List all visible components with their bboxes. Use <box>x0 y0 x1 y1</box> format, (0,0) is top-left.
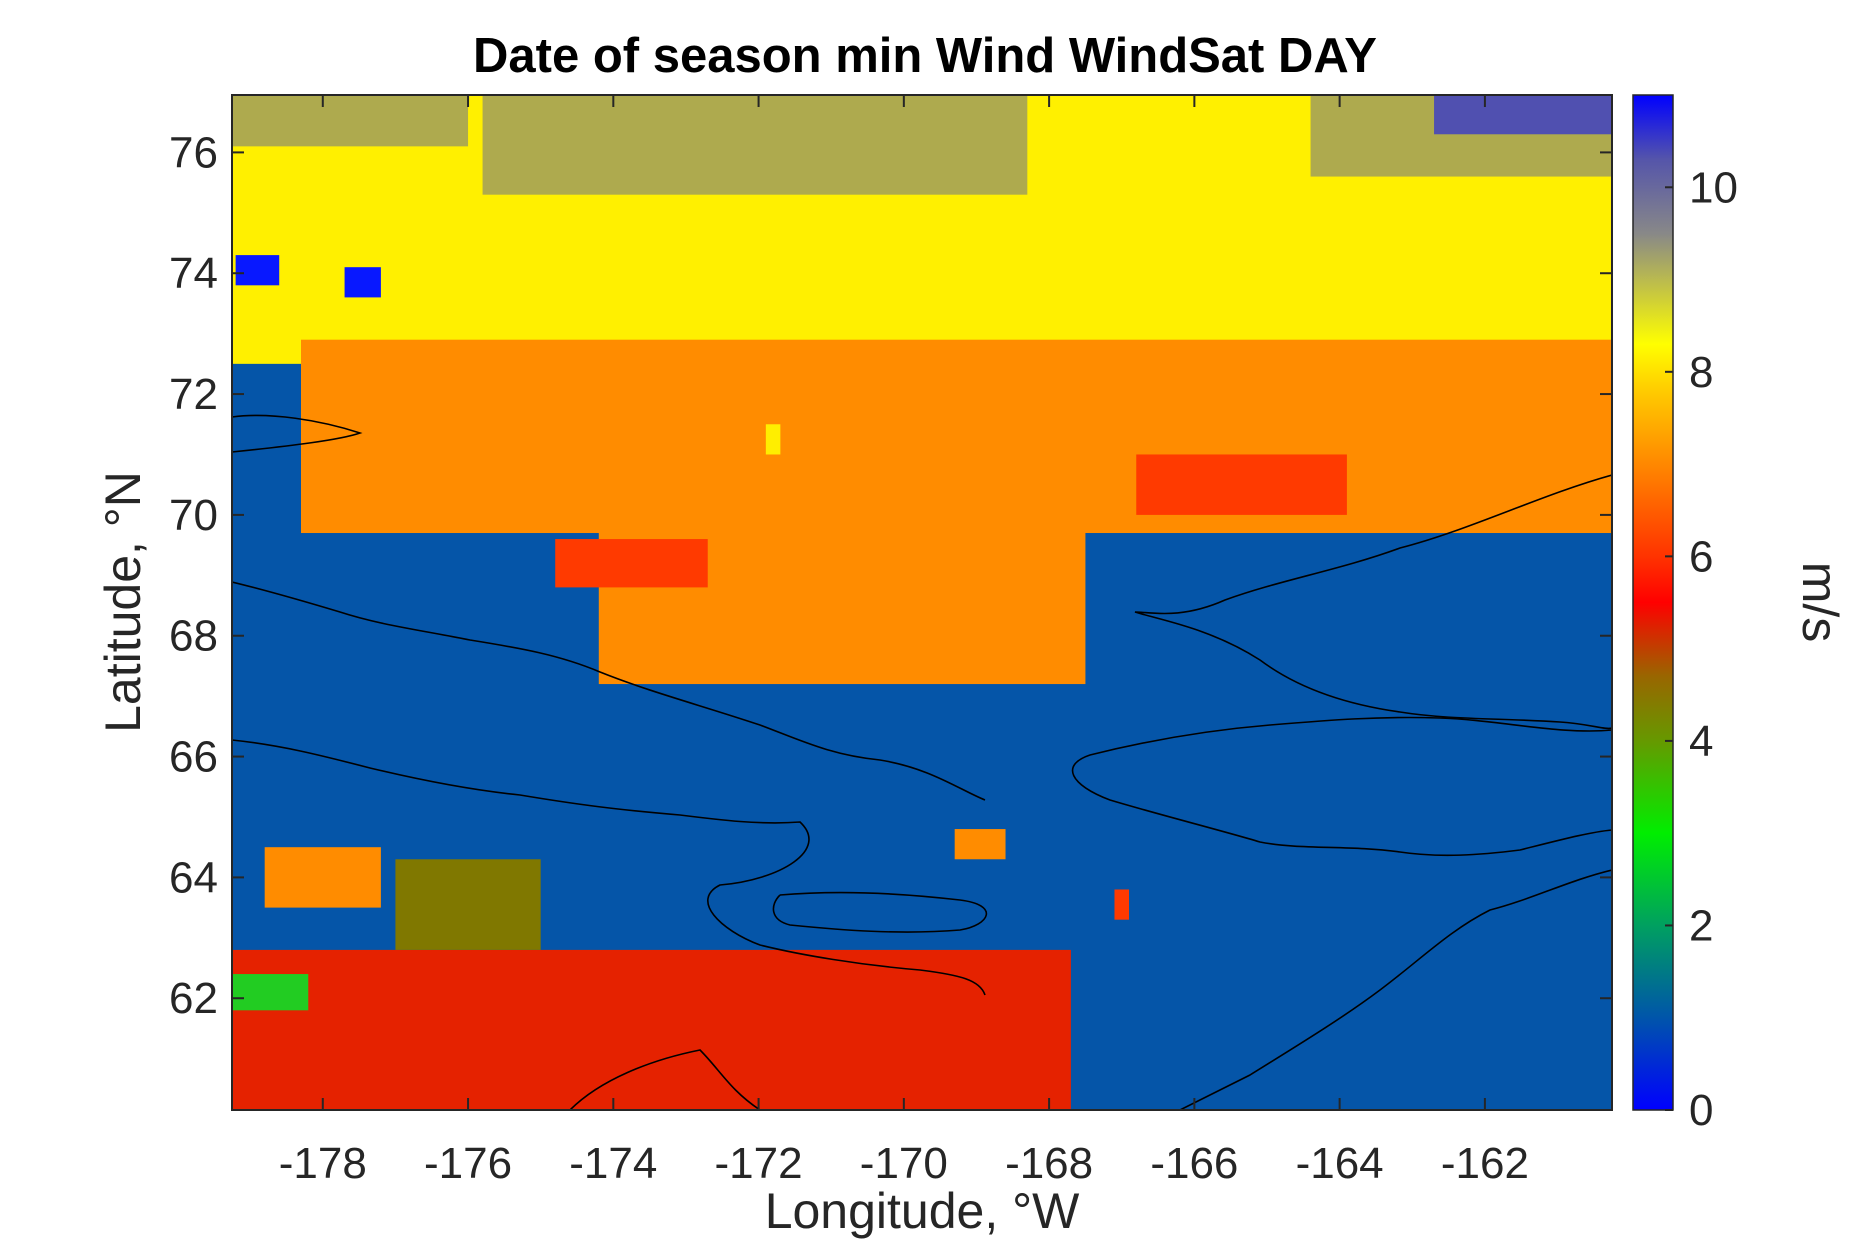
coastline-wrangel-island <box>232 414 363 453</box>
coastline-south-peninsula <box>569 1049 761 1110</box>
heatmap-region-red-patch-west <box>555 539 708 588</box>
y-tick-label: 70 <box>169 491 218 540</box>
coastline-overlay <box>232 414 1612 1110</box>
x-tick-label: -178 <box>279 1139 367 1188</box>
y-tick-label: 66 <box>169 733 218 782</box>
colorbar-tick-label: 4 <box>1689 717 1713 766</box>
coastline-chukotka-south <box>232 739 986 996</box>
plot-frame <box>231 94 1613 1111</box>
y-tick-label: 72 <box>169 370 218 419</box>
colorbar-scale <box>1633 95 1673 1110</box>
heatmap-region-pixel-orange <box>954 829 1006 860</box>
x-axis-ticks: -178 -176 -174 -172 -170 -168 -166 -164 -162 <box>279 95 1529 1188</box>
y-tick-label: 62 <box>169 974 218 1023</box>
x-tick-label: -176 <box>424 1139 512 1188</box>
y-tick-label: 76 <box>169 128 218 177</box>
x-tick-label: -172 <box>715 1139 803 1188</box>
heatmap-region-south-orange <box>264 847 381 908</box>
x-tick-label: -168 <box>1005 1139 1093 1188</box>
heatmap-region-slate-ne <box>1434 95 1612 135</box>
y-axis-label: Latitude, °N <box>95 471 151 733</box>
heatmap-region-red-patch-east <box>1136 454 1347 515</box>
heatmap-region-south-olive <box>395 859 541 950</box>
x-tick-label: -162 <box>1441 1139 1529 1188</box>
x-tick-label: -170 <box>860 1139 948 1188</box>
heatmap-region-south-green <box>232 974 309 1011</box>
heatmap-region-olive-nw <box>232 95 469 147</box>
heatmap-region-south-red <box>232 949 1071 1110</box>
heatmap-region-olive-mid <box>482 95 1028 195</box>
colorbar: 0 2 4 6 8 10 m/s <box>1632 94 1848 1135</box>
y-axis-ticks: 62 64 66 68 70 72 74 76 <box>169 128 1612 1023</box>
y-tick-label: 74 <box>169 249 218 298</box>
colorbar-ticks: 0 2 4 6 8 10 <box>1665 163 1738 1135</box>
heatmap-region-pixel-red <box>1114 889 1129 920</box>
colorbar-tick-label: 8 <box>1689 348 1713 397</box>
colorbar-tick-label: 10 <box>1689 163 1738 212</box>
map-plot-area <box>232 95 1612 1110</box>
y-tick-label: 64 <box>169 853 218 902</box>
colorbar-frame <box>1632 94 1674 1111</box>
x-tick-label: -164 <box>1296 1139 1384 1188</box>
coastline-seward-peninsula <box>1071 716 1612 857</box>
chart-title: Date of season min Wind WindSat DAY <box>473 29 1377 83</box>
heatmap-region-pixel-yellow <box>765 424 781 455</box>
coastline-chukotka-north <box>232 581 986 801</box>
coastline-st-lawrence-island <box>772 891 988 933</box>
coastline-alaska-north <box>1134 474 1612 730</box>
colorbar-tick-label: 0 <box>1689 1086 1713 1135</box>
x-tick-label: -166 <box>1150 1139 1238 1188</box>
heatmap-cells <box>232 95 1612 1110</box>
colorbar-label: m/s <box>1792 562 1848 643</box>
coastline-norton-sound <box>1179 869 1612 1110</box>
heatmap-region-pixel-blue-1 <box>235 255 280 286</box>
heatmap-region-pixel-blue-2 <box>344 267 381 298</box>
y-tick-label: 68 <box>169 612 218 661</box>
x-axis-label: Longitude, °W <box>765 1183 1080 1239</box>
colorbar-tick-label: 6 <box>1689 532 1713 581</box>
colorbar-tick-label: 2 <box>1689 901 1713 950</box>
x-tick-label: -174 <box>569 1139 657 1188</box>
